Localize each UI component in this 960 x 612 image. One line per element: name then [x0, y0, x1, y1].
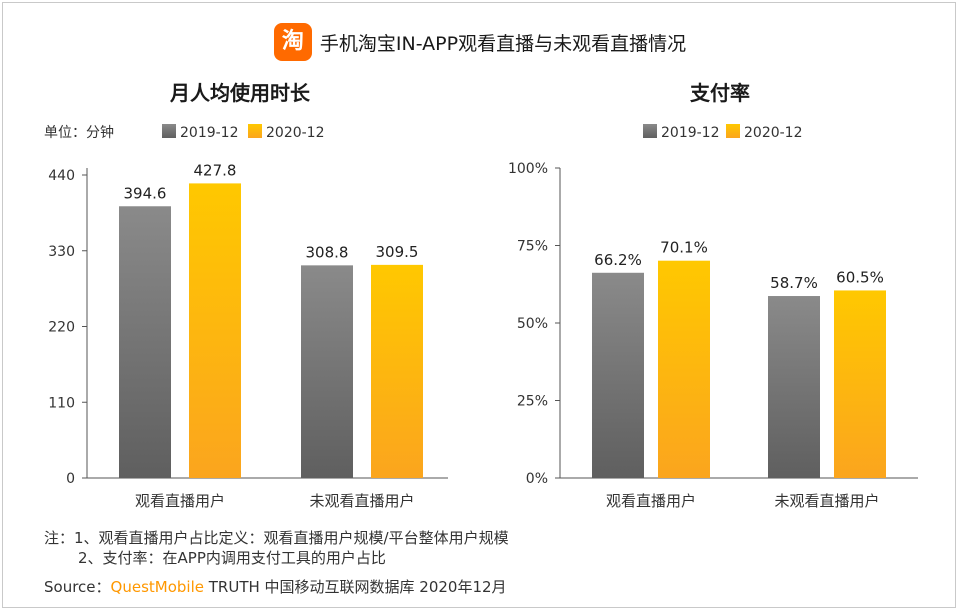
x-category-label: 观看直播用户 — [135, 492, 225, 510]
chart-payment-rate: 支付率 2019-12 2020-12 0% 25% 50% 75% 100% 66.2… — [508, 81, 918, 510]
footnotes: 注：1、观看直播用户占比定义：观看直播用户规模/平台整体用户规模 2、支付率：在… — [44, 528, 509, 568]
legend-label-2020: 2020-12 — [266, 125, 325, 141]
x-category-label: 观看直播用户 — [606, 492, 696, 510]
legend-swatch-2019 — [643, 124, 657, 138]
bar-2019-12-0 — [592, 272, 644, 478]
bar-2020-12-0 — [189, 183, 241, 478]
bar-value-label: 60.5% — [836, 268, 884, 286]
logo-char: 淘 — [281, 29, 304, 54]
bar-value-label: 58.7% — [770, 274, 818, 292]
x-category-label: 未观看直播用户 — [309, 492, 414, 510]
source-prefix: Source： — [44, 578, 111, 596]
y-tick-label: 0 — [66, 471, 75, 487]
chart-title: 月人均使用时长 — [169, 81, 311, 105]
page-header: 淘 手机淘宝IN-APP观看直播与未观看直播情况 — [0, 22, 960, 62]
y-tick-label: 220 — [48, 320, 75, 336]
legend-swatch-2019 — [162, 124, 176, 138]
y-tick-label: 440 — [48, 168, 75, 184]
bar-2020-12-1 — [834, 290, 886, 478]
bar-2019-12-1 — [768, 296, 820, 478]
source-brand: QuestMobile — [110, 578, 204, 596]
bar-value-label: 427.8 — [194, 161, 237, 179]
bar-value-label: 309.5 — [376, 243, 419, 261]
page-title: 手机淘宝IN-APP观看直播与未观看直播情况 — [319, 32, 687, 55]
taobao-logo-icon: 淘 — [273, 23, 312, 61]
source-suffix: TRUTH 中国移动互联网数据库 2020年12月 — [203, 578, 507, 596]
y-tick-label: 0% — [526, 471, 548, 487]
bar-value-label: 308.8 — [306, 243, 349, 261]
y-tick-label: 330 — [48, 244, 75, 260]
bar-value-label: 66.2% — [594, 251, 642, 269]
unit-label: 单位：分钟 — [44, 124, 114, 141]
y-tick-label: 50% — [517, 316, 548, 332]
bar-2020-12-1 — [371, 264, 423, 478]
y-tick-label: 25% — [517, 394, 548, 410]
y-tick-label: 100% — [508, 161, 548, 177]
legend-label-2019: 2019-12 — [180, 125, 239, 141]
chart-title: 支付率 — [690, 81, 750, 105]
bar-2019-12-1 — [301, 265, 353, 478]
chart-duration: 月人均使用时长 单位：分钟 2019-12 2020-12 0 110 220 330… — [44, 81, 448, 510]
legend-swatch-2020 — [248, 124, 262, 138]
legend-swatch-2020 — [726, 124, 740, 138]
footnote-2: 2、支付率：在APP内调用支付工具的用户占比 — [78, 549, 386, 567]
legend-label-2020: 2020-12 — [744, 125, 803, 141]
legend-label-2019: 2019-12 — [661, 125, 720, 141]
bar-value-label: 394.6 — [124, 184, 167, 202]
x-category-label: 未观看直播用户 — [774, 492, 879, 510]
bar-2020-12-0 — [658, 260, 710, 478]
bar-value-label: 70.1% — [660, 239, 708, 257]
y-tick-label: 75% — [517, 239, 548, 255]
y-tick-label: 110 — [48, 395, 75, 411]
bar-2019-12-0 — [119, 206, 171, 478]
source-line: Source：QuestMobile TRUTH 中国移动互联网数据库 2020… — [44, 576, 507, 597]
footnote-1: 注：1、观看直播用户占比定义：观看直播用户规模/平台整体用户规模 — [44, 529, 509, 547]
